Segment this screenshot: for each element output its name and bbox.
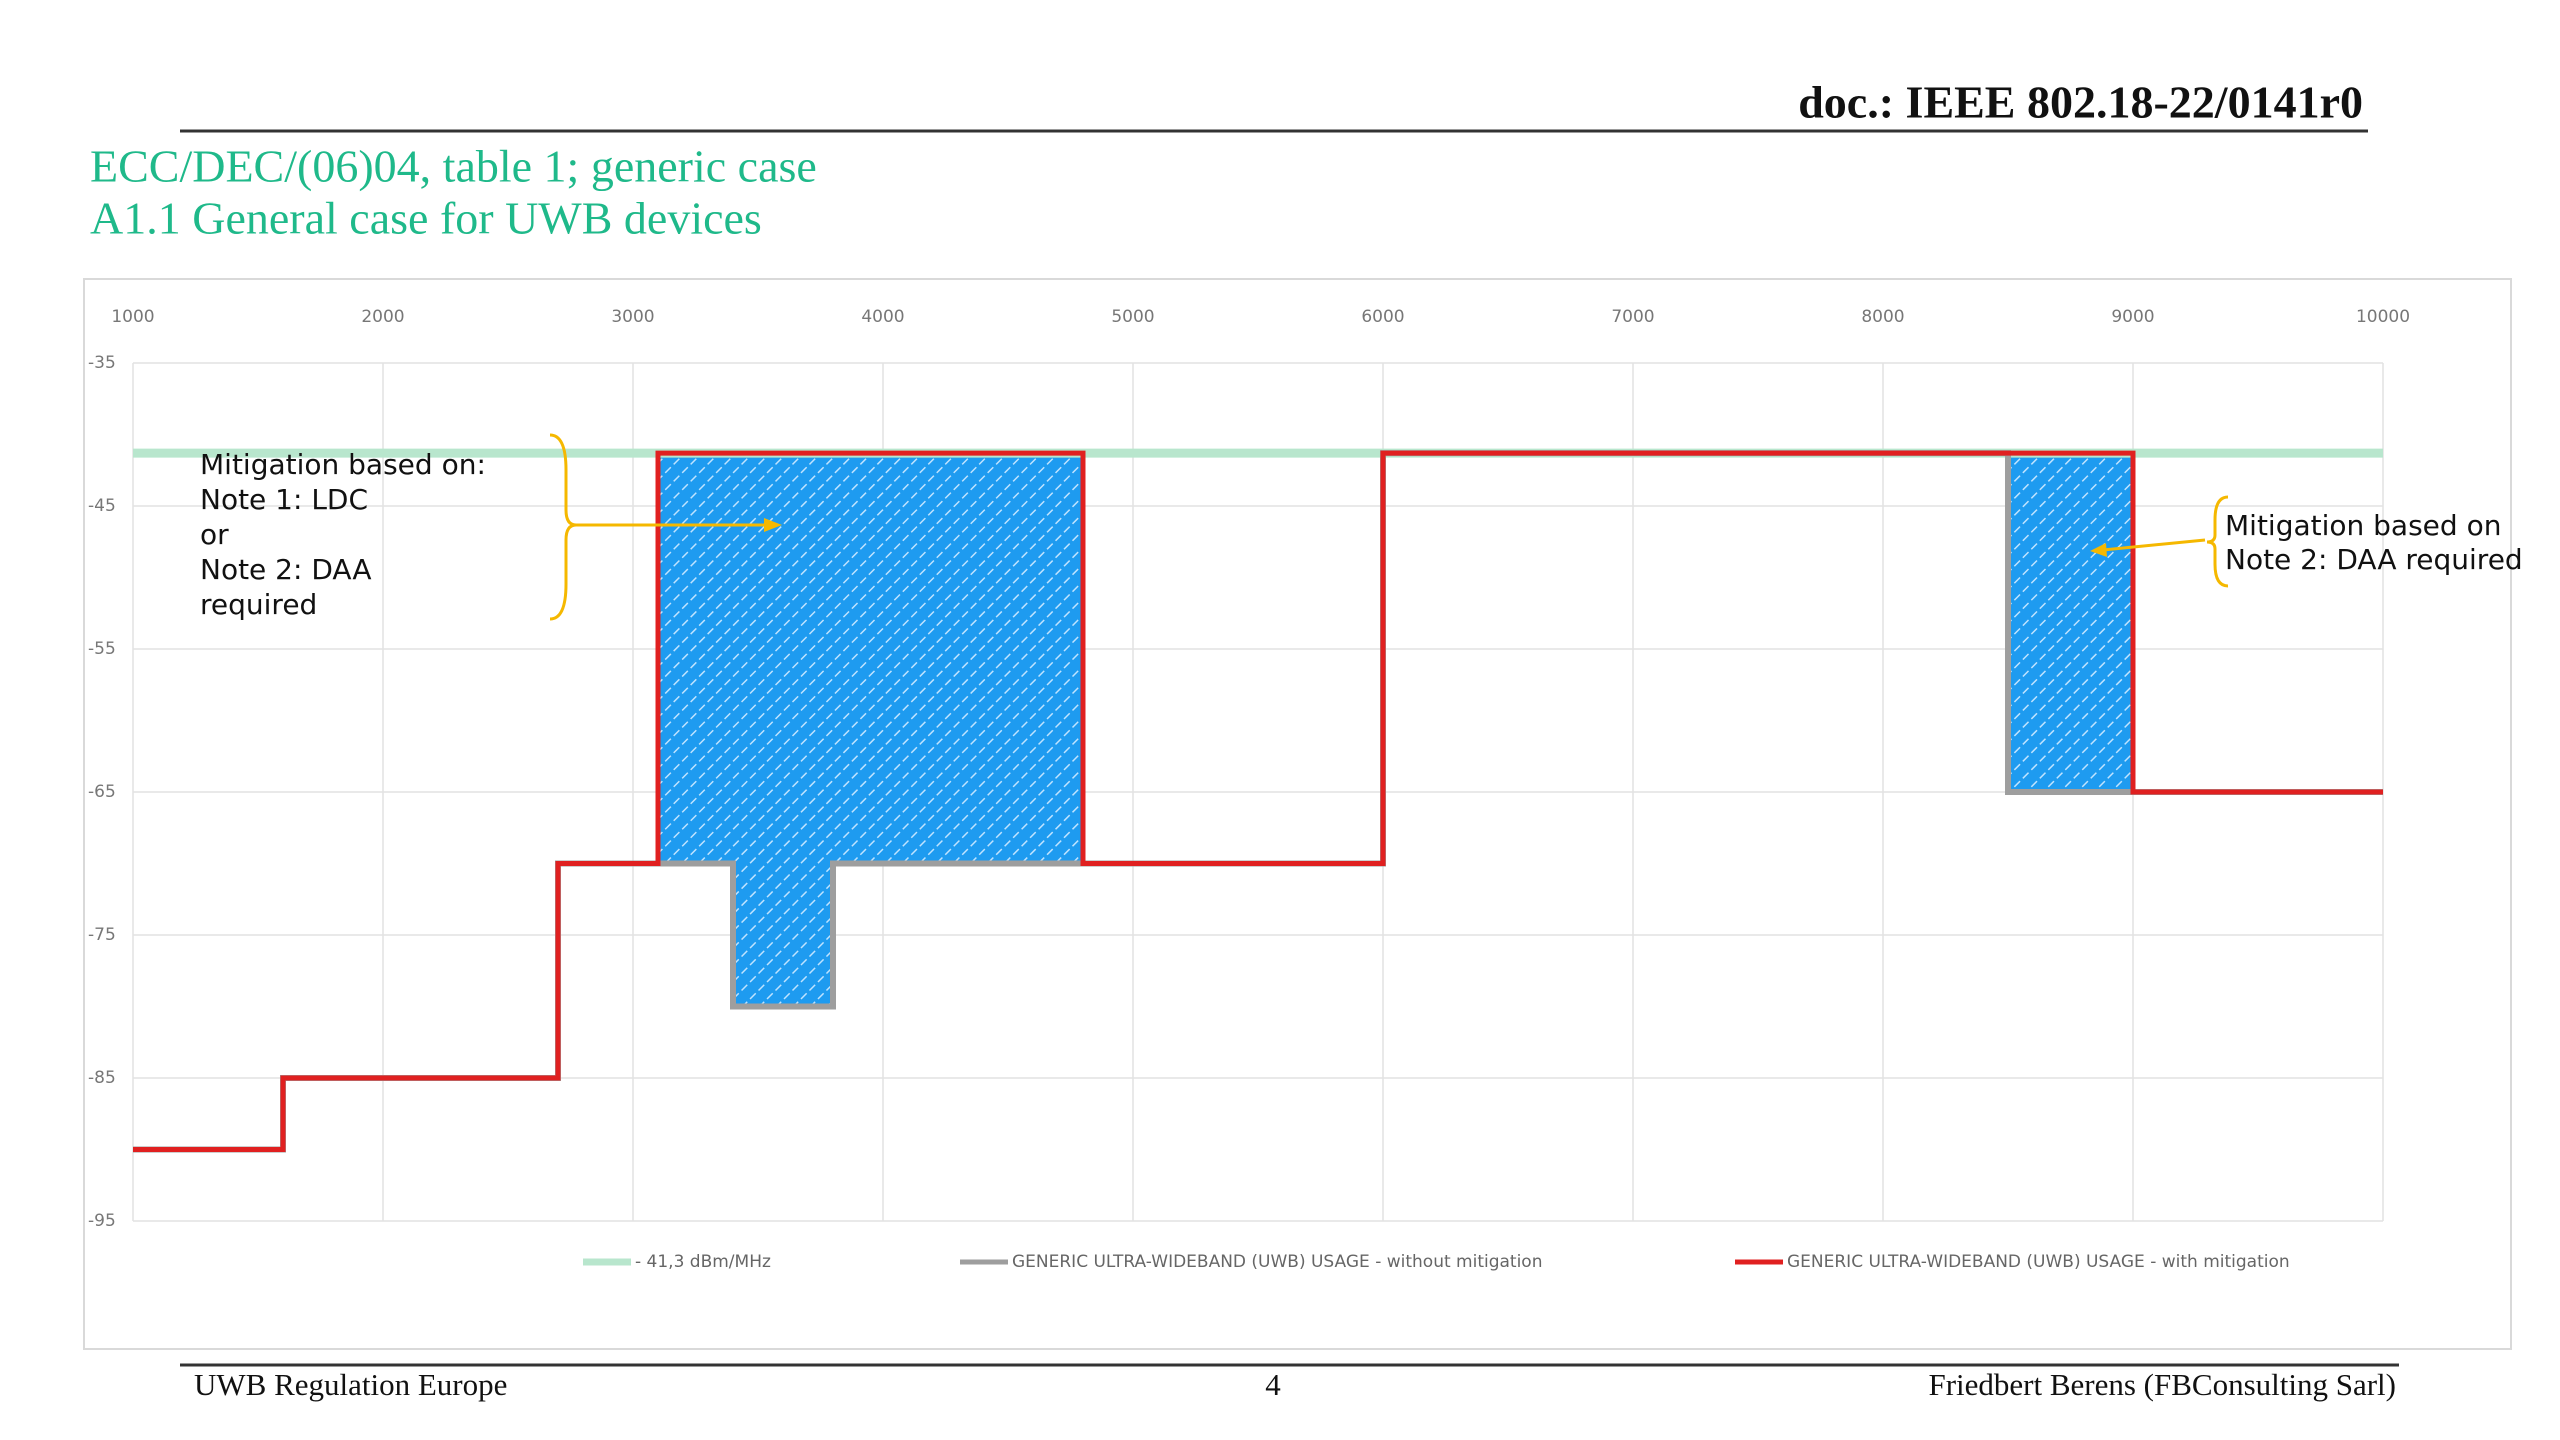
mitigation-area xyxy=(833,453,1083,864)
mitigation-area xyxy=(658,453,733,864)
x-tick-label: 8000 xyxy=(1861,307,1904,327)
annotation: required xyxy=(200,588,317,621)
y-tick-label: -85 xyxy=(88,1068,116,1088)
arrow-head xyxy=(764,518,782,532)
mitigation-area xyxy=(2008,453,2133,792)
annotation: Note 1: LDC xyxy=(200,483,368,516)
annotation: Mitigation based on: xyxy=(200,448,486,481)
y-tick-label: -45 xyxy=(88,496,116,516)
x-tick-label: 1000 xyxy=(111,307,154,327)
y-tick-label: -75 xyxy=(88,925,116,945)
legend-label: GENERIC ULTRA-WIDEBAND (UWB) USAGE - wit… xyxy=(1787,1252,2290,1272)
y-tick-label: -35 xyxy=(88,353,116,373)
x-tick-label: 9000 xyxy=(2111,307,2154,327)
x-tick-label: 4000 xyxy=(861,307,904,327)
annotation: Mitigation based on xyxy=(2225,509,2501,542)
footer-left: UWB Regulation Europe xyxy=(194,1367,507,1402)
brace xyxy=(2206,495,2229,588)
chart-frame xyxy=(83,278,2512,1350)
mitigation-area xyxy=(733,453,833,1007)
doc-id: doc.: IEEE 802.18-22/0141r0 xyxy=(1798,77,2363,128)
annotation: or xyxy=(200,518,229,551)
y-tick-label: -65 xyxy=(88,782,116,802)
x-tick-label: 3000 xyxy=(611,307,654,327)
arrow-head xyxy=(2090,543,2107,557)
page-number: 4 xyxy=(1265,1367,1281,1402)
annotation: Note 2: DAA required xyxy=(2225,543,2523,576)
legend-label: - 41,3 dBm/MHz xyxy=(635,1252,771,1272)
annotation: Note 2: DAA xyxy=(200,553,372,586)
legend-label: GENERIC ULTRA-WIDEBAND (UWB) USAGE - wit… xyxy=(1012,1252,1543,1272)
series-line xyxy=(133,450,2383,1152)
chart: 1000 2000 3000 4000 5000 6000 7000 8000 9000 1000… xyxy=(88,307,2523,1272)
x-tick-label: 10000 xyxy=(2356,307,2410,327)
slide-subtitle: A1.1 General case for UWB devices xyxy=(90,193,762,244)
footer-right: Friedbert Berens (FBConsulting Sarl) xyxy=(1928,1367,2396,1402)
x-tick-label: 2000 xyxy=(361,307,404,327)
y-tick-label: -95 xyxy=(88,1211,116,1231)
slide-title: ECC/DEC/(06)04, table 1; generic case xyxy=(90,141,817,192)
x-tick-label: 7000 xyxy=(1611,307,1654,327)
y-tick-label: -55 xyxy=(88,639,116,659)
x-tick-label: 6000 xyxy=(1361,307,1404,327)
x-tick-label: 5000 xyxy=(1111,307,1154,327)
arrow xyxy=(2102,538,2206,552)
